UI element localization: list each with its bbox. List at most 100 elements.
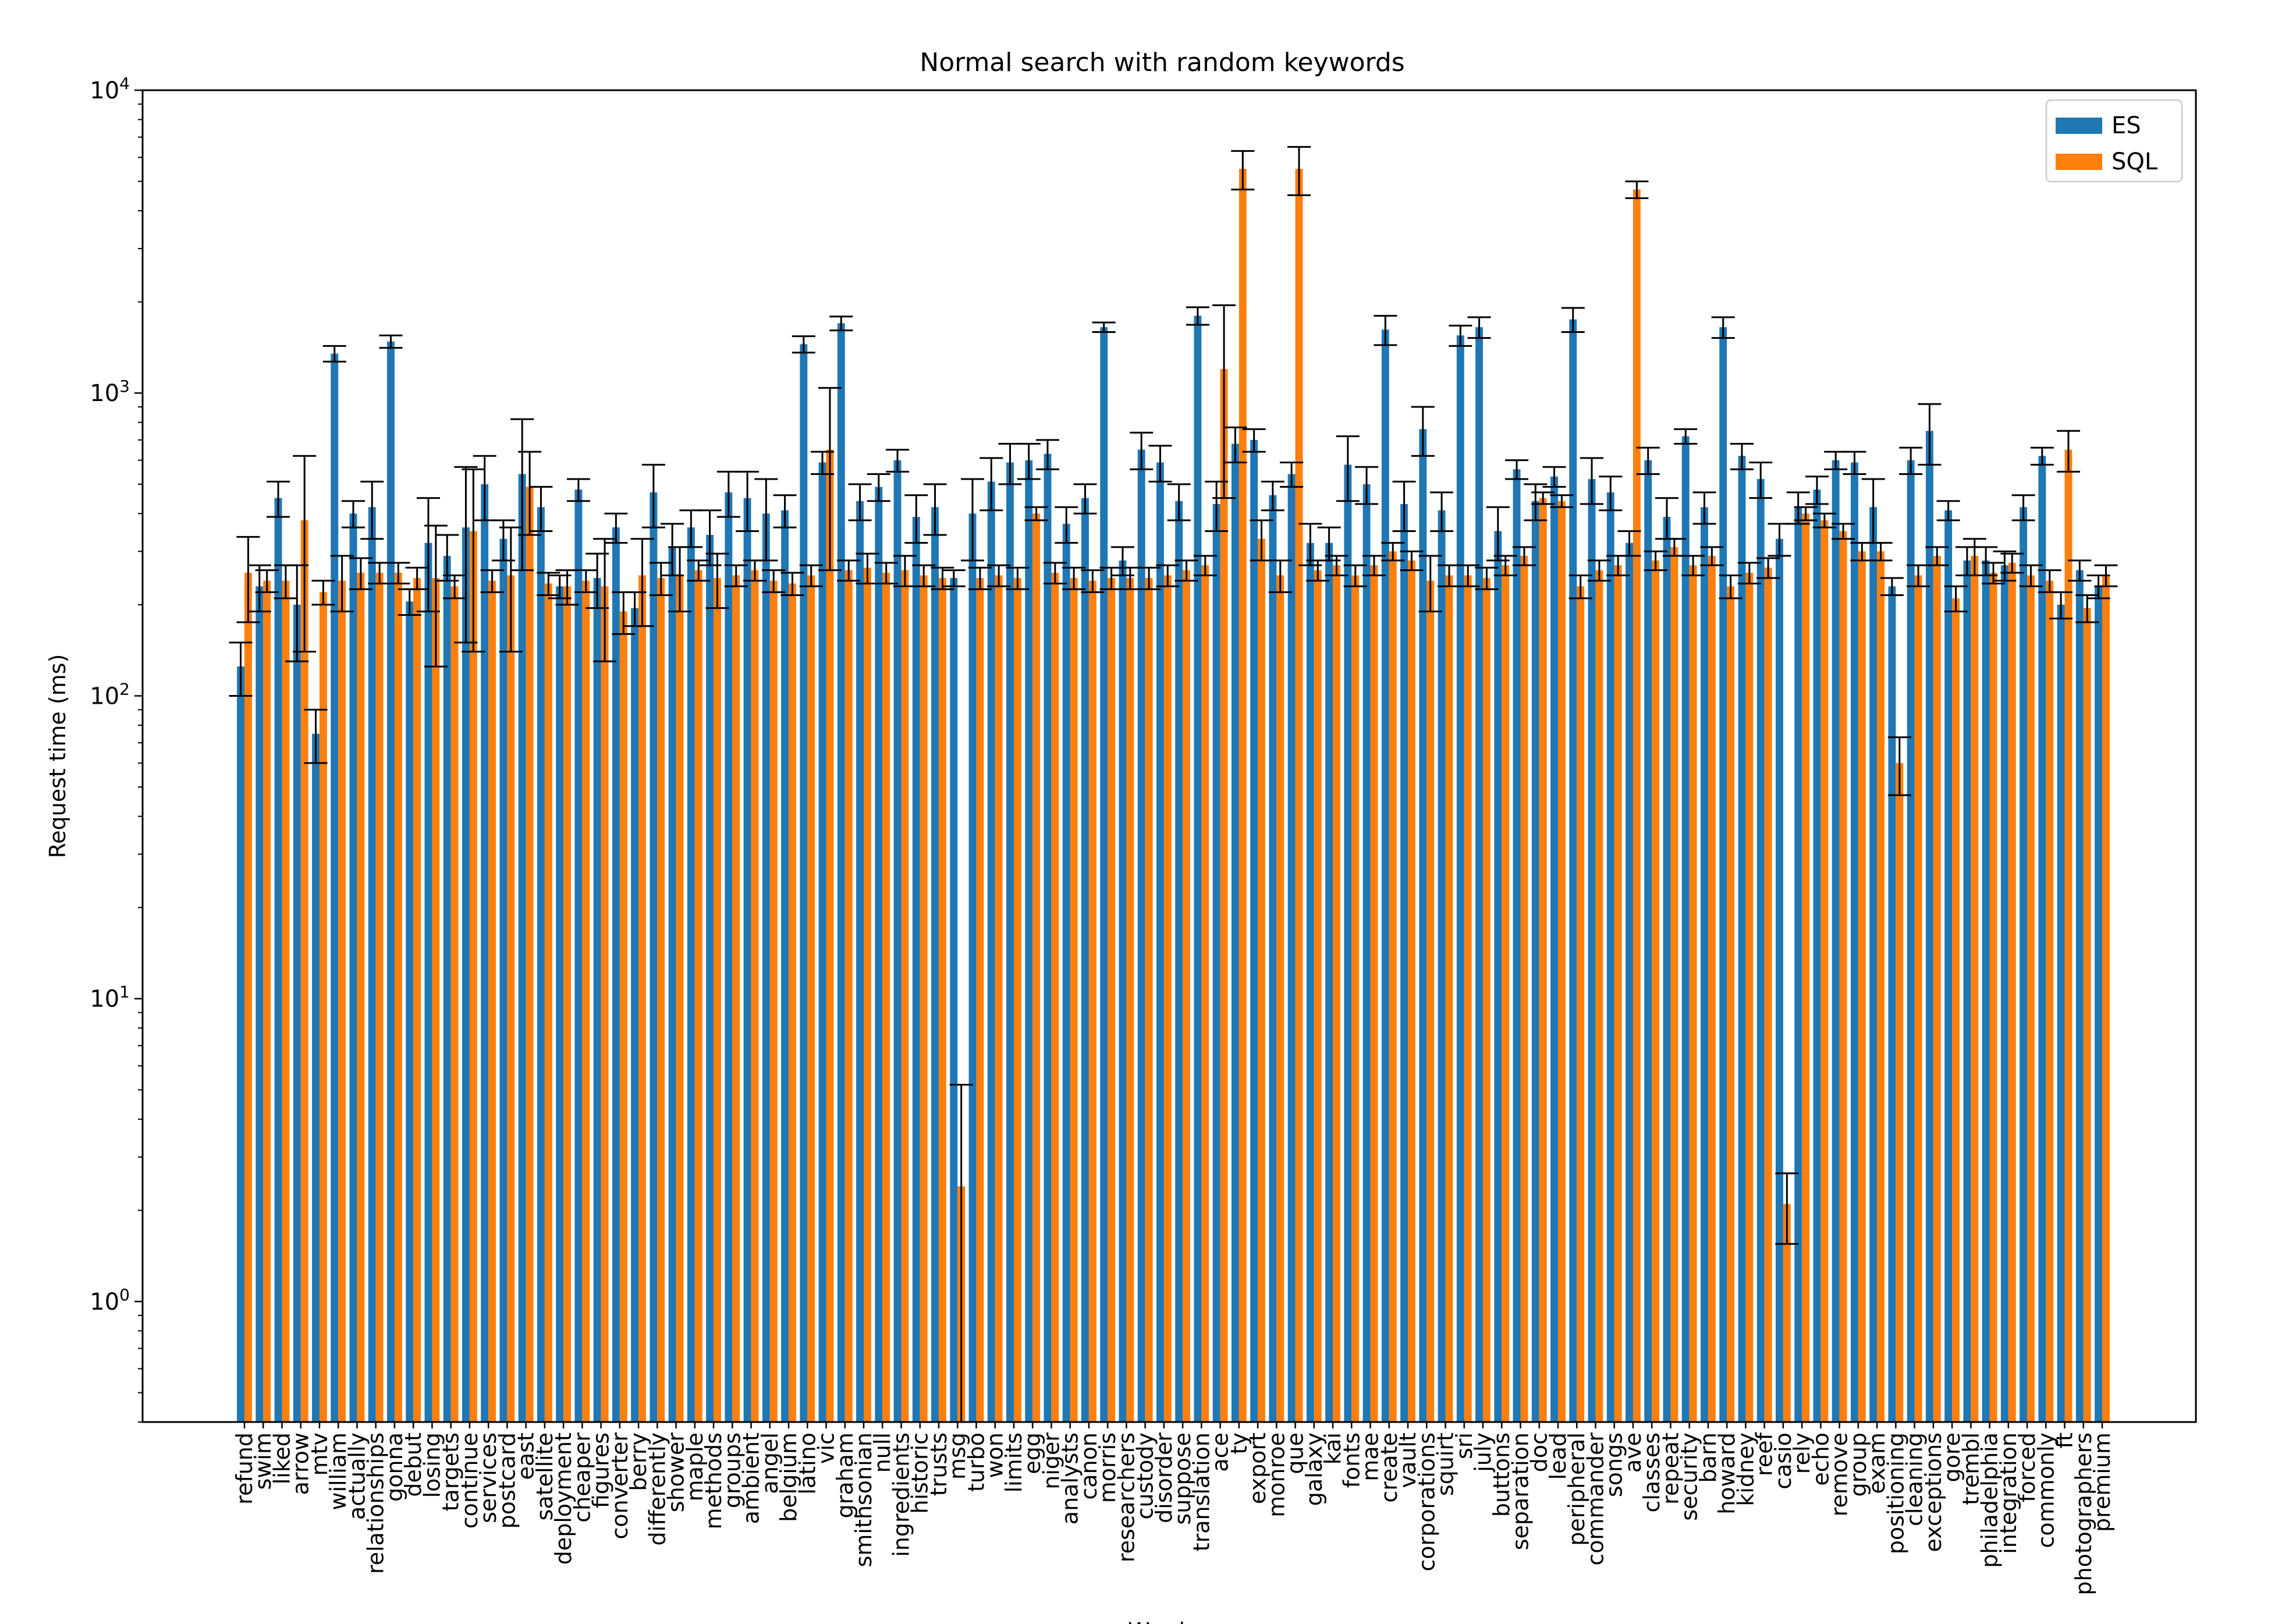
error-bar-sql-reef [1756, 557, 1780, 579]
bar-es-deployment [556, 586, 564, 1422]
x-tick-label: analysts [1057, 1432, 1083, 1524]
bar-es-philadelphia [1982, 560, 1990, 1422]
error-bar-sql-cheaper [574, 569, 598, 593]
error-bar-es-ingredients [886, 449, 910, 473]
bar-sql-integration [2008, 562, 2016, 1423]
y-axis-label: Request time (ms) [45, 654, 70, 859]
bar-es-belgium [781, 510, 789, 1423]
bar-es-commander [1588, 478, 1596, 1422]
y-tick-label: 101 [90, 983, 130, 1013]
error-bar-es-july [1467, 316, 1491, 339]
bar-sql-classes [1652, 560, 1660, 1422]
bar-sql-casio [1783, 1204, 1791, 1422]
x-axis-label: Words [1128, 1618, 1196, 1624]
error-bar-es-won [980, 457, 1003, 512]
bar-sql-analysts [1070, 578, 1078, 1422]
x-tick-label: won [982, 1432, 1008, 1478]
error-bar-sql-mae [1362, 555, 1386, 576]
bar-es-maple [687, 527, 695, 1422]
bar-es-vic [818, 462, 826, 1423]
bar-sql-lead [1557, 501, 1566, 1422]
bar-sql-trembl [1971, 555, 1979, 1423]
x-tick-label: gonna [382, 1432, 407, 1502]
x-tick-label: refund [232, 1432, 257, 1505]
error-bar-es-actually [342, 500, 365, 529]
x-tick-label: songs [1602, 1432, 1627, 1497]
bar-sql-sri [1464, 575, 1472, 1423]
error-bar-es-photographers [2068, 559, 2092, 582]
x-tick-label: kidney [1733, 1432, 1758, 1506]
x-tick-label: doc [1527, 1432, 1552, 1472]
bar-es-figures [593, 578, 601, 1422]
error-bar-sql-arrow [293, 455, 317, 653]
x-tick-label: lead [1545, 1432, 1571, 1480]
bar-es-kai [1325, 542, 1333, 1423]
bar-es-peripheral [1569, 319, 1577, 1422]
x-tick-label: postcard [494, 1432, 520, 1529]
bar-sql-refund [244, 572, 252, 1422]
error-bar-sql-swim [255, 569, 279, 593]
error-bar-es-exceptions [1918, 403, 1942, 466]
error-bar-es-squirt [1430, 491, 1454, 532]
error-bar-sql-peripheral [1568, 574, 1592, 600]
bar-sql-historic [920, 575, 928, 1423]
bar-sql-doc [1539, 498, 1547, 1423]
x-tick-label: squirt [1433, 1432, 1458, 1496]
bar-es-custody [1137, 449, 1145, 1422]
x-tick-label: shower [663, 1432, 689, 1513]
x-tick-label: exam [1864, 1432, 1890, 1494]
bar-sql-commonly [2046, 580, 2054, 1423]
bar-sql-vic [826, 449, 834, 1422]
x-tick-label: limits [1001, 1432, 1027, 1492]
bar-sql-mtv [319, 592, 327, 1422]
error-bar-es-create [1374, 314, 1397, 346]
bar-sql-continue [469, 531, 477, 1423]
error-bar-sql-limits [1006, 566, 1030, 590]
error-bar-es-liked [267, 480, 290, 518]
x-tick-label: ty [1226, 1432, 1252, 1454]
bar-sql-rely [1802, 513, 1810, 1422]
error-bar-es-ambient [736, 470, 760, 532]
bar-es-howard [1719, 327, 1727, 1422]
error-bar-es-graham [829, 315, 853, 332]
error-bar-es-kidney [1730, 442, 1754, 470]
x-tick-label: deployment [551, 1432, 576, 1565]
bar-sql-fonts [1351, 575, 1360, 1423]
error-bar-sql-actually [349, 557, 372, 590]
error-bar-sql-kai [1325, 555, 1348, 576]
bar-es-echo [1813, 490, 1821, 1422]
bar-es-converter [612, 527, 620, 1422]
bar-es-galaxy [1306, 542, 1314, 1423]
bar-sql-egg [1032, 513, 1041, 1422]
x-tick-label: targets [438, 1432, 464, 1511]
bar-sql-losing [432, 578, 440, 1422]
bar-es-liked [274, 498, 282, 1423]
bar-sql-methods [714, 578, 721, 1422]
bar-sql-kidney [1745, 572, 1754, 1422]
bar-sql-liked [282, 580, 290, 1423]
error-bar-sql-graham [837, 559, 861, 582]
bar-es-analysts [1062, 523, 1070, 1422]
error-bar-sql-losing [424, 524, 448, 668]
error-bar-sql-classes [1644, 550, 1667, 572]
x-tick-label: canon [1076, 1432, 1102, 1500]
bar-sql-gonna [394, 572, 402, 1422]
error-bar-sql-ave [1625, 180, 1649, 199]
bar-es-casio [1775, 538, 1783, 1422]
bar-sql-squirt [1445, 575, 1453, 1423]
x-tick-label: galaxy [1301, 1432, 1327, 1506]
bar-sql-limits [1013, 578, 1021, 1422]
error-bar-es-que [1280, 461, 1304, 488]
bar-es-postcard [499, 538, 508, 1422]
error-bar-sql-rely [1794, 506, 1818, 522]
x-tick-label: philadelphia [1977, 1432, 2003, 1568]
error-bar-sql-services [480, 569, 504, 593]
bar-es-debut [406, 601, 414, 1422]
bar-sql-actually [357, 572, 365, 1422]
error-bar-sql-latino [799, 564, 823, 587]
y-tick-label: 100 [90, 1285, 130, 1315]
error-bar-sql-egg [1024, 506, 1048, 522]
error-bar-es-cheaper [566, 478, 590, 502]
error-bar-es-converter [604, 512, 628, 544]
bar-sql-turbo [976, 578, 984, 1422]
